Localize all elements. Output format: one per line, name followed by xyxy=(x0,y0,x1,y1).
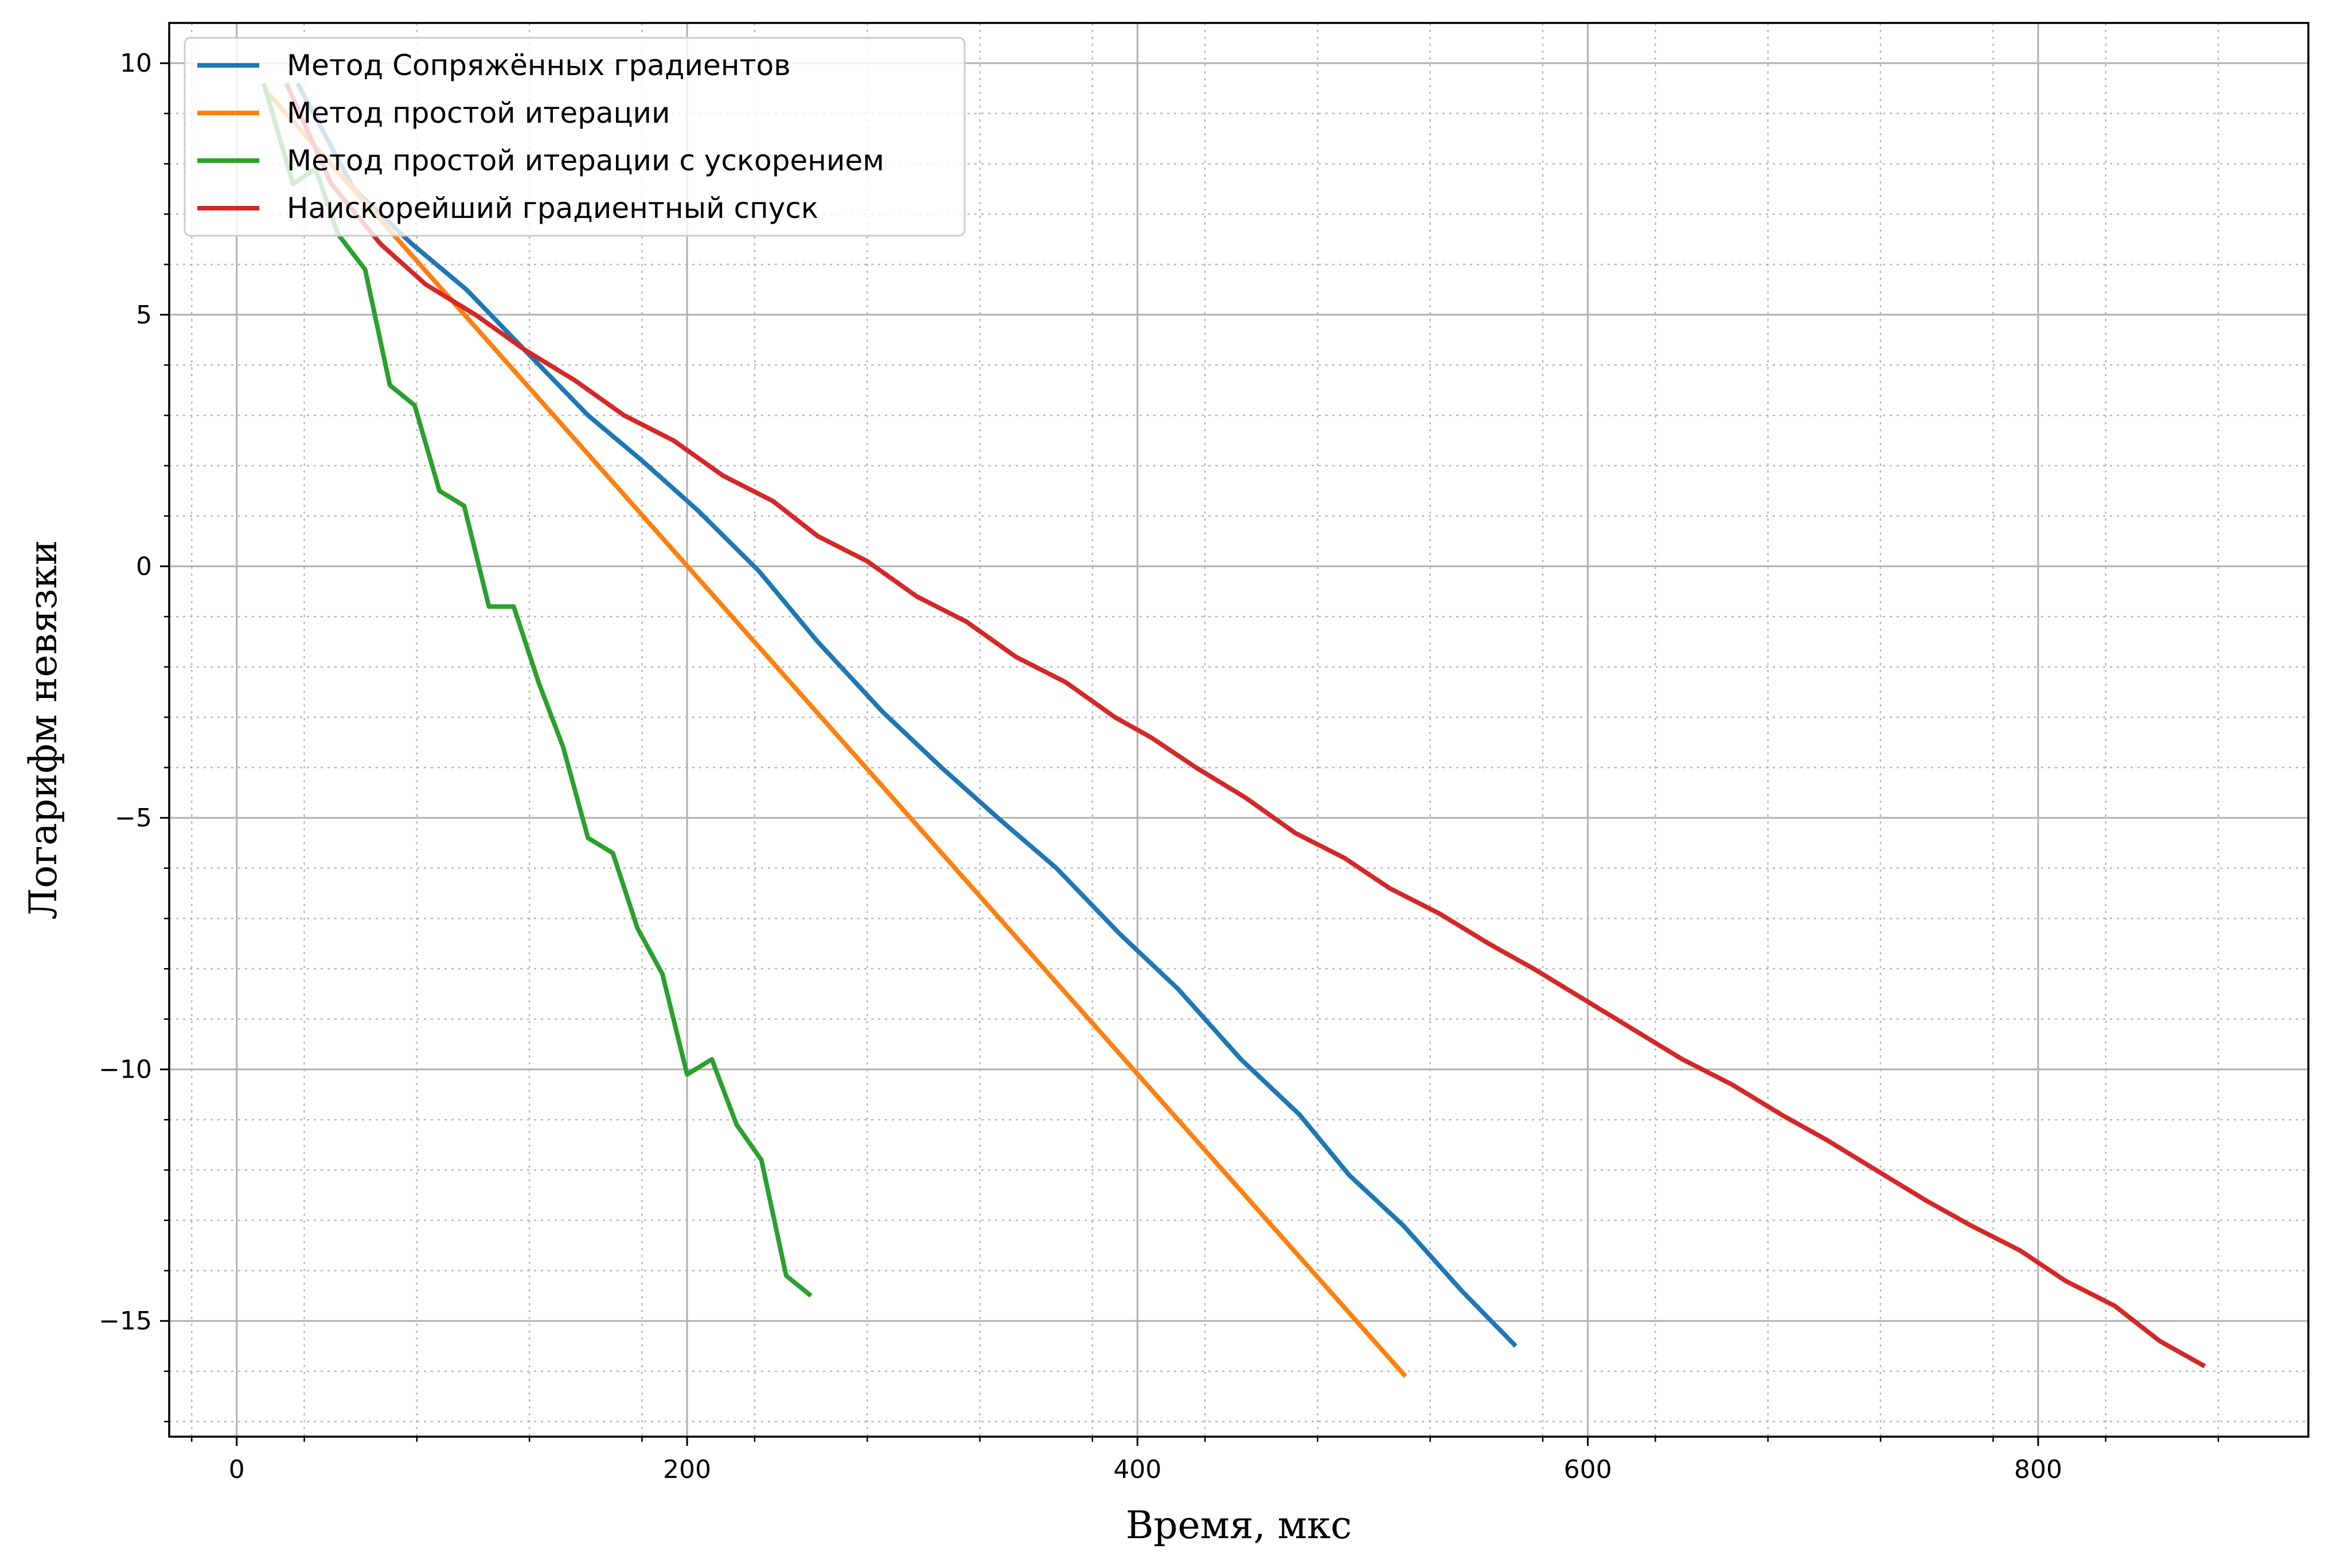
legend-box xyxy=(184,37,966,237)
major-grid xyxy=(169,23,2308,1437)
legend-label-4: Наискорейший градиентный спуск xyxy=(287,192,818,225)
x-axis-title: Время, мкс xyxy=(1126,1503,1352,1547)
x-tick-label: 0 xyxy=(229,1455,245,1484)
series-line-2 xyxy=(266,92,1407,1378)
series-group xyxy=(262,82,2206,1378)
legend-label-1: Метод Сопряжённых градиентов xyxy=(287,49,791,82)
y-tick-label: −10 xyxy=(99,1055,152,1085)
y-tick-label: 5 xyxy=(136,301,152,330)
legend: Метод Сопряжённых градиентов Метод просто… xyxy=(184,37,966,237)
plot-area: 0 200 400 600 800 −15 −10 −5 0 5 10 Время, мкс Логар… xyxy=(21,22,2310,1547)
axes-frame xyxy=(168,22,2310,1438)
y-tick-label: 10 xyxy=(120,49,152,78)
minor-grid xyxy=(169,23,2308,1437)
x-tick-label: 400 xyxy=(1113,1455,1161,1484)
legend-label-3: Метод простой итерации с ускорением xyxy=(287,144,884,177)
ticks: 0 200 400 600 800 −15 −10 −5 0 5 10 xyxy=(99,49,2219,1484)
x-tick-label: 200 xyxy=(663,1455,711,1484)
x-tick-label: 800 xyxy=(2014,1455,2062,1484)
series-line-4 xyxy=(284,82,2206,1368)
x-tick-label: 600 xyxy=(1564,1455,1612,1484)
y-tick-label: −5 xyxy=(115,803,152,833)
legend-label-2: Метод простой итерации xyxy=(287,96,670,130)
y-tick-label: −15 xyxy=(99,1306,152,1336)
y-tick-label: 0 xyxy=(136,552,152,581)
series-line-1 xyxy=(295,82,1518,1348)
y-axis-title: Логарифм невязки xyxy=(21,540,65,919)
series-line-3 xyxy=(262,83,813,1298)
